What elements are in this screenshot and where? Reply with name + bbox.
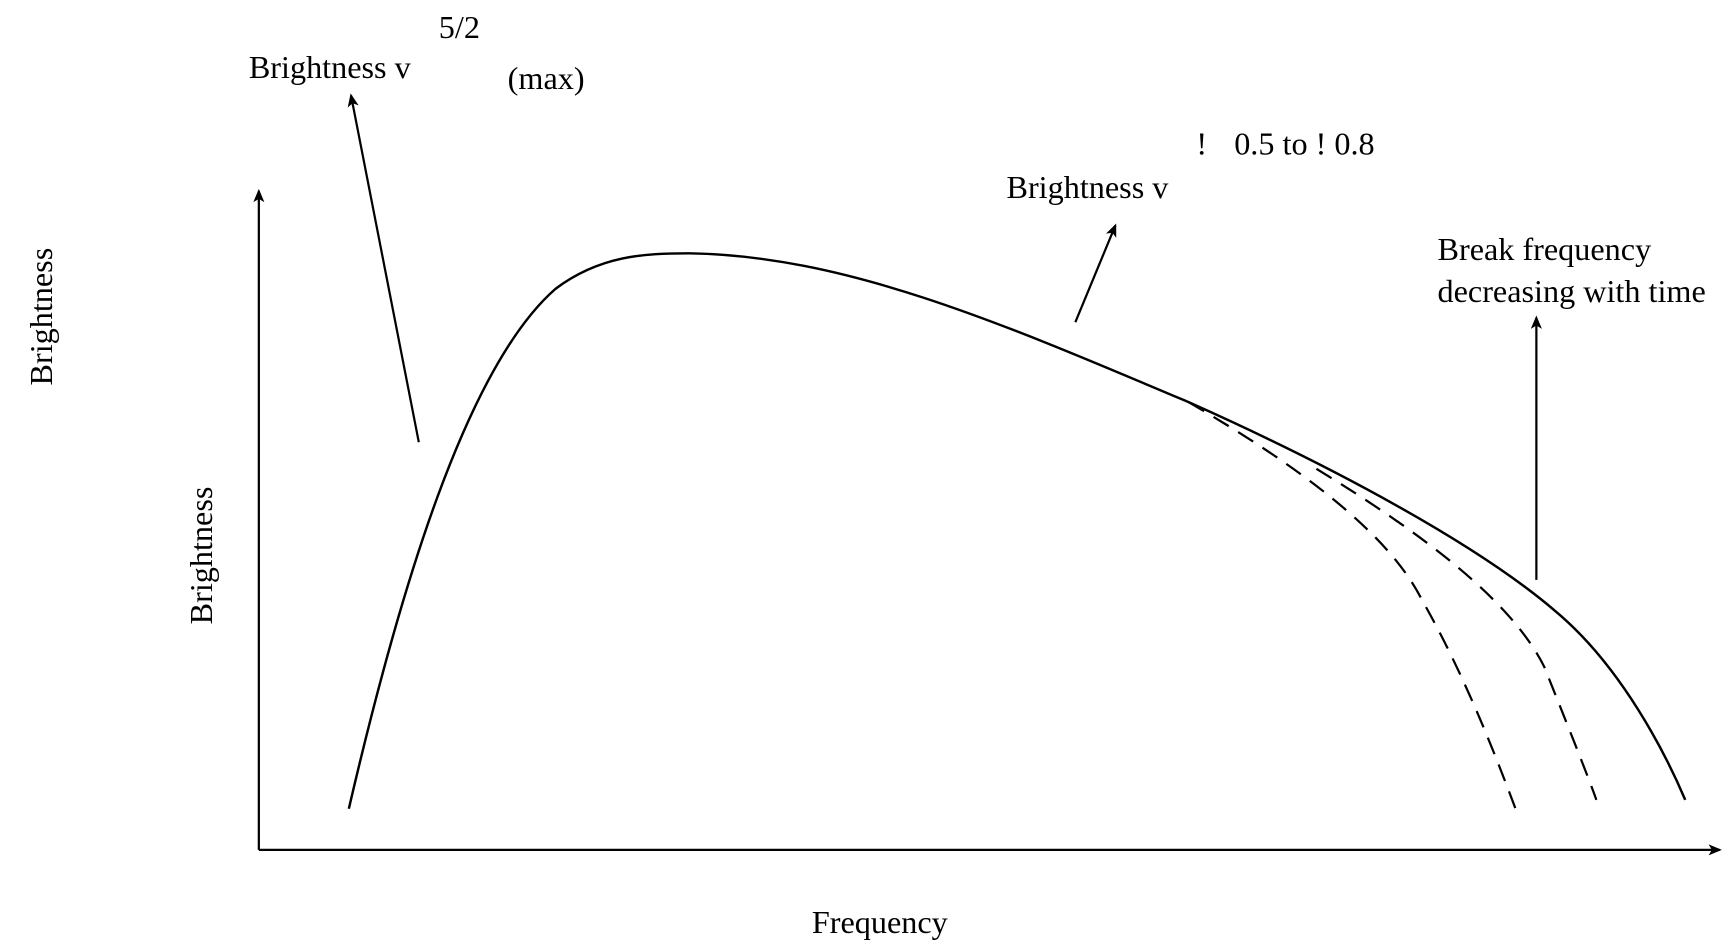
annotation-superscript: ! [1196,125,1207,161]
annotation: Brightness v [249,49,412,85]
annotation: Break frequency [1438,231,1652,267]
x-label: Frequency [812,904,948,940]
spectrum-curve [347,252,1687,810]
annotation: (max) [508,60,585,96]
dashed-curve [1188,401,1518,812]
arrow [1074,223,1117,323]
y-label: Brightness [183,487,219,625]
dashed-curve [1315,467,1598,801]
annotation: decreasing with time [1438,273,1706,309]
annotation: Brightness v [1006,169,1169,205]
arrow [347,93,420,443]
y-label: Brightness [23,248,59,386]
annotation-superscript: 5/2 [439,9,480,45]
annotation-superscript: 0.5 to ! 0.8 [1234,125,1374,161]
